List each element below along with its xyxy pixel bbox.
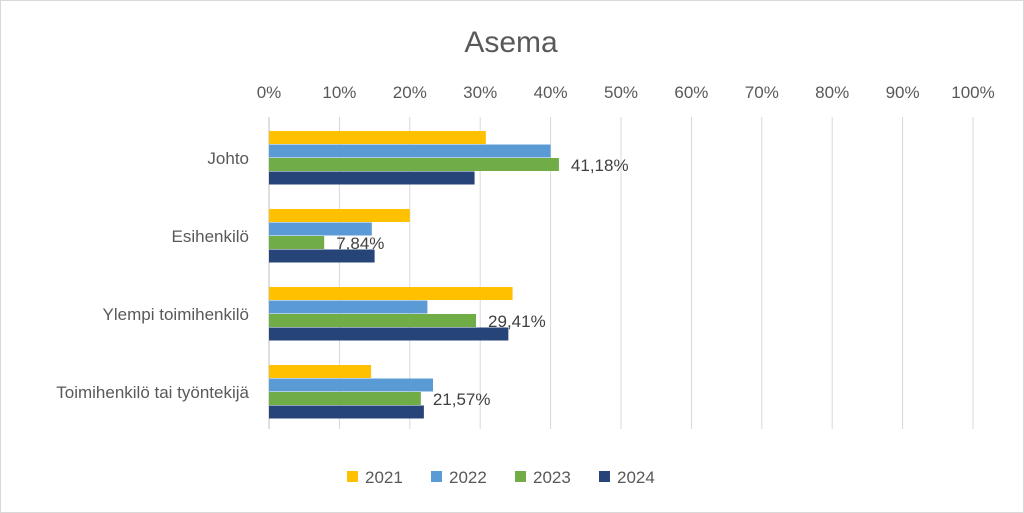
x-tick-label: 30% (463, 83, 497, 102)
bar-2024 (269, 405, 424, 419)
legend-swatch-2022 (431, 471, 442, 482)
x-tick-label: 10% (322, 83, 356, 102)
data-label: 41,18% (571, 156, 629, 175)
legend: 2021 2022 2023 2024 (347, 468, 655, 487)
bar-2021 (269, 131, 486, 144)
bars (269, 131, 559, 419)
legend-label: 2022 (449, 468, 487, 487)
legend-label: 2021 (365, 468, 403, 487)
legend-swatch-2024 (599, 471, 610, 482)
bar-2024 (269, 171, 475, 185)
bar-2023 (269, 158, 559, 171)
x-tick-label: 50% (604, 83, 638, 102)
legend-label: 2024 (617, 468, 655, 487)
x-tick-label: 60% (674, 83, 708, 102)
bar-2022 (269, 144, 551, 158)
x-tick-label: 40% (534, 83, 568, 102)
category-label: Johto (207, 149, 249, 168)
x-tick-label: 100% (951, 83, 994, 102)
category-label: Ylempi toimihenkilö (103, 305, 249, 324)
data-label: 7,84% (336, 234, 384, 253)
x-tick-label: 80% (815, 83, 849, 102)
x-tick-label: 20% (393, 83, 427, 102)
legend-swatch-2023 (515, 471, 526, 482)
data-label: 29,41% (488, 312, 546, 331)
chart-title: Asema (464, 26, 558, 59)
bar-2021 (269, 365, 372, 378)
legend-swatch-2021 (347, 471, 358, 482)
bar-2023 (269, 314, 477, 327)
data-labels: 41,18% 7,84% 29,41% 21,57% (336, 156, 628, 409)
x-axis-ticks: 0% 10% 20% 30% 40% 50% 60% 70% 80% 90% 100% (257, 83, 995, 102)
bar-2022 (269, 378, 434, 392)
bar-2024 (269, 327, 509, 341)
bar-2022 (269, 300, 428, 314)
bar-2022 (269, 222, 372, 236)
x-tick-label: 70% (745, 83, 779, 102)
bar-2021 (269, 287, 513, 300)
bar-2023 (269, 236, 325, 249)
bar-2024 (269, 249, 375, 263)
category-label: Toimihenkilö tai työntekijä (56, 383, 249, 402)
x-tick-label: 90% (886, 83, 920, 102)
category-label: Esihenkilö (172, 227, 250, 246)
bar-2021 (269, 209, 410, 222)
legend-label: 2023 (533, 468, 571, 487)
data-label: 21,57% (433, 390, 491, 409)
category-labels: Johto Esihenkilö Ylempi toimihenkilö Toimih… (56, 149, 249, 402)
bar-2023 (269, 392, 421, 405)
x-tick-label: 0% (257, 83, 282, 102)
